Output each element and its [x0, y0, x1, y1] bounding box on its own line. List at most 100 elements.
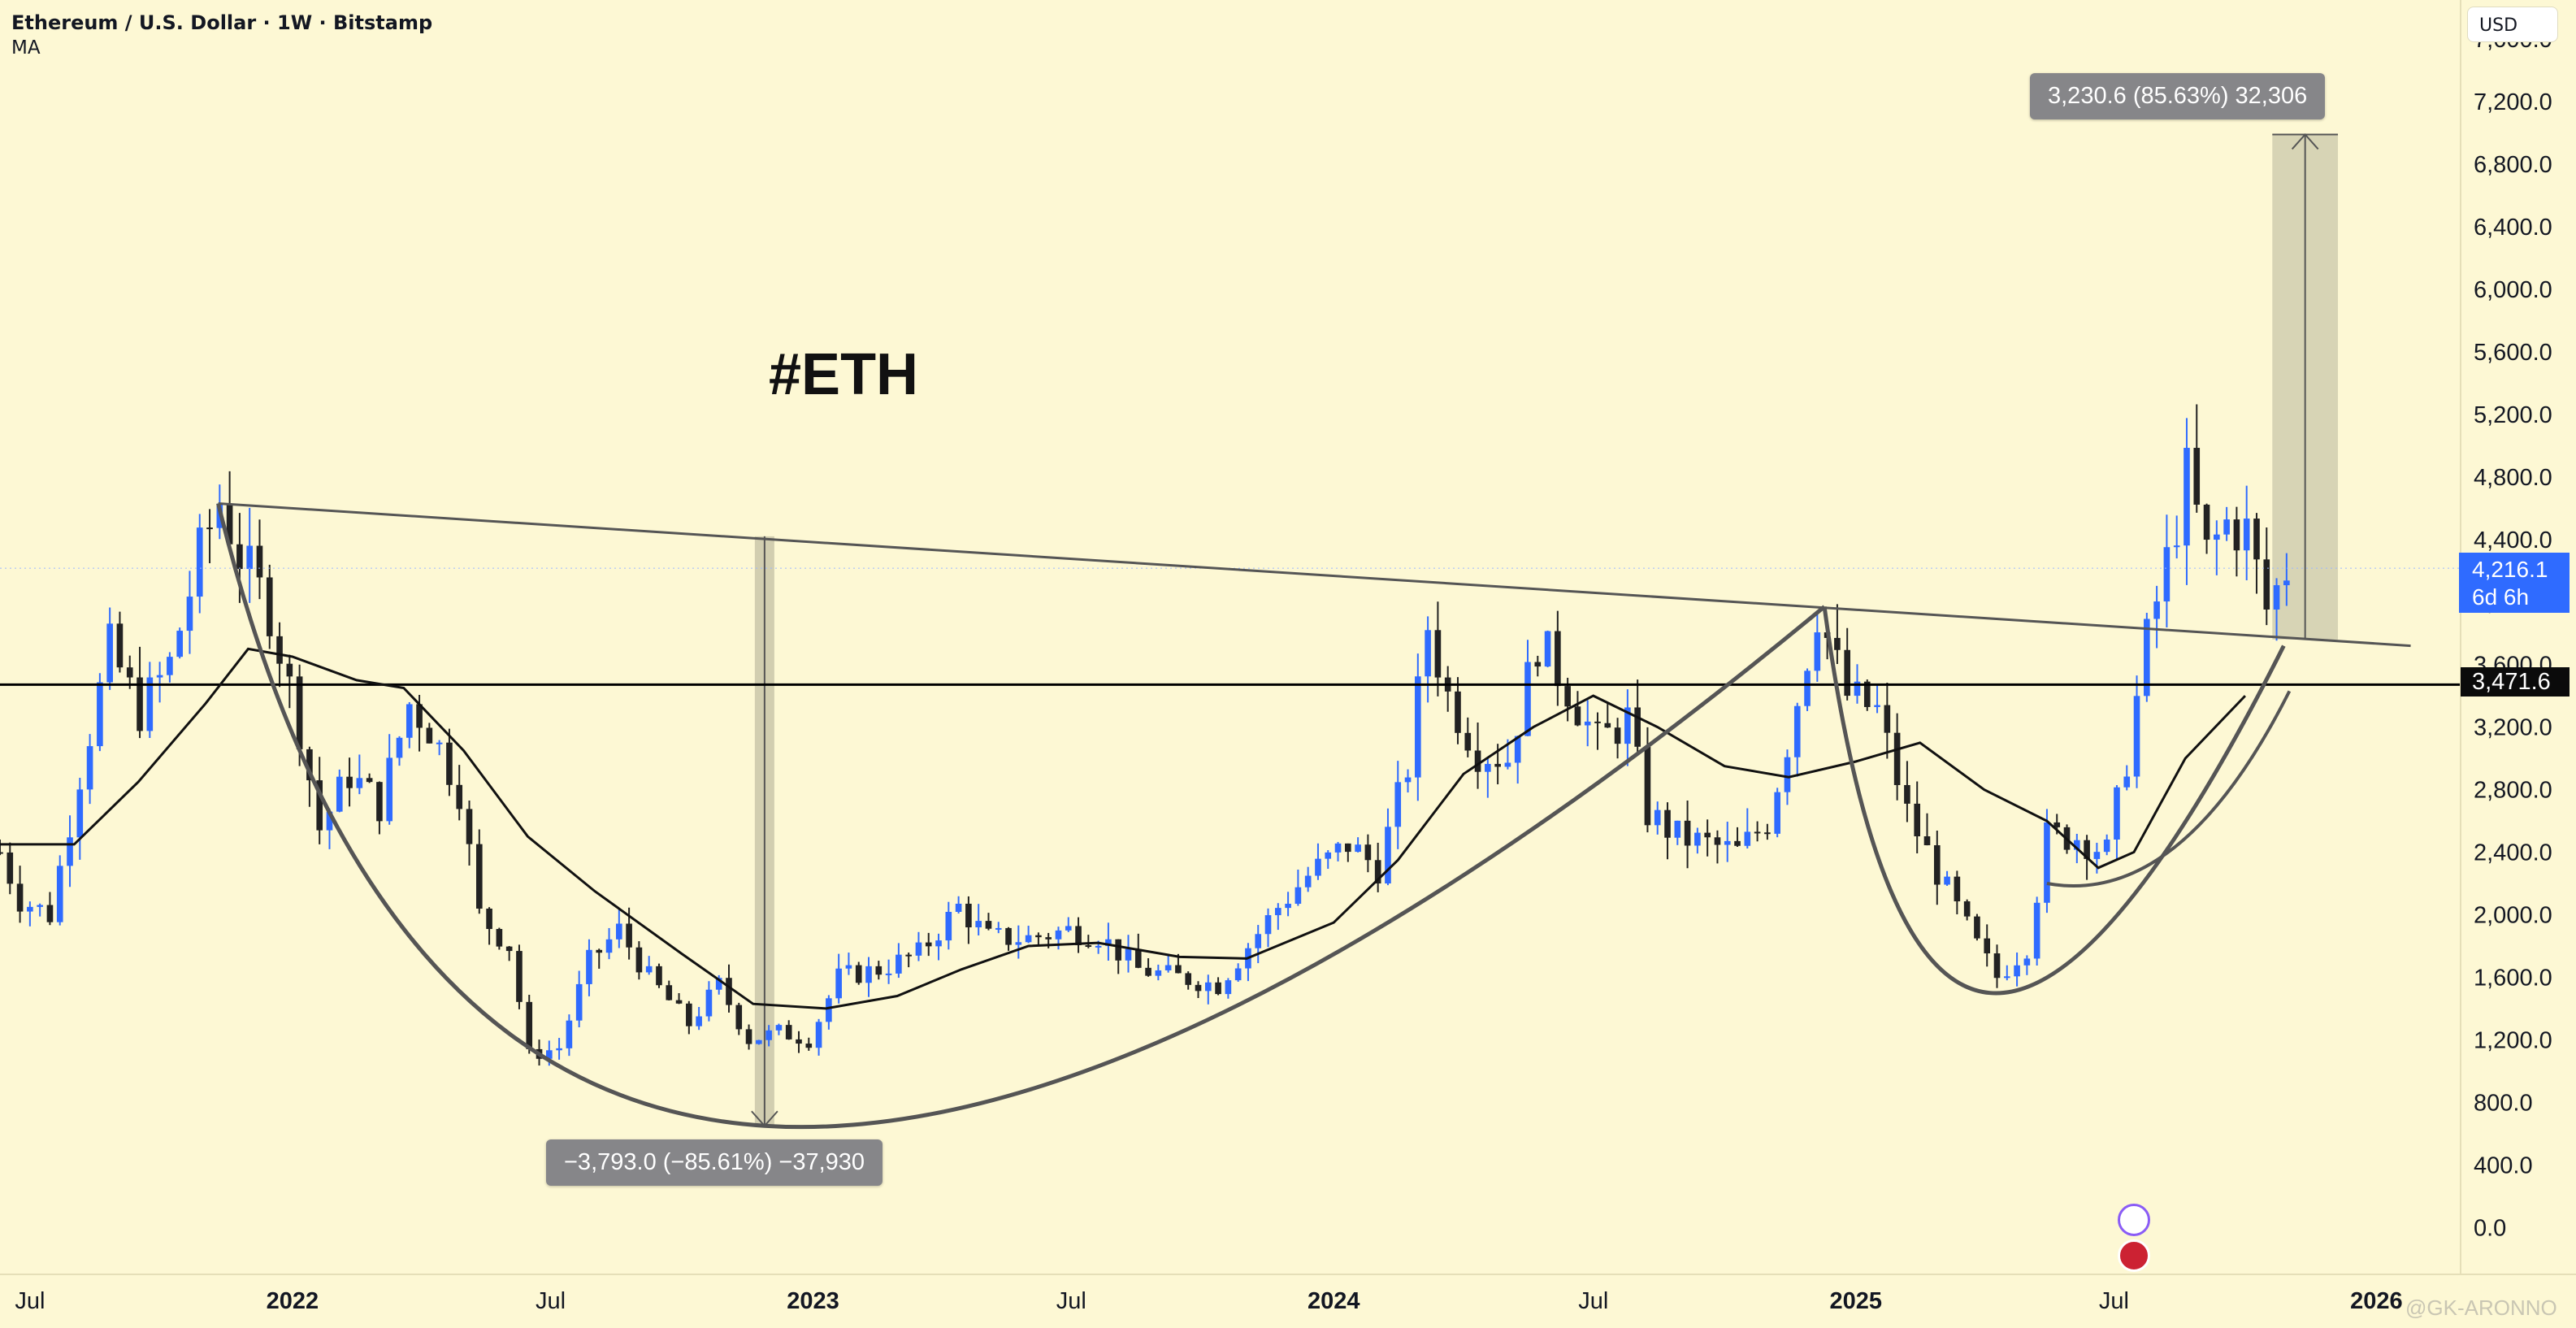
candle: [835, 953, 842, 1004]
candle: [726, 964, 732, 1013]
candle: [436, 740, 443, 756]
y-tick-label: 1,200.0: [2474, 1027, 2552, 1053]
candle-body: [1544, 631, 1551, 667]
candle: [1345, 843, 1351, 862]
candle: [316, 757, 323, 844]
candle-body: [1624, 707, 1631, 744]
candle-body: [1524, 662, 1531, 736]
candle-body: [1195, 984, 1202, 992]
candle-body: [1504, 762, 1511, 767]
candle: [226, 471, 233, 550]
x-tick-label: 2026: [2350, 1288, 2403, 1314]
candle-body: [1464, 732, 1472, 751]
candle-body: [2223, 519, 2230, 535]
candle: [1374, 842, 1381, 892]
candle: [1684, 800, 1691, 869]
candle-body: [815, 1022, 822, 1048]
candle: [1874, 684, 1880, 714]
candle-body: [715, 978, 722, 990]
candle: [376, 781, 383, 835]
candle: [1974, 914, 1980, 941]
candle-body: [1954, 876, 1961, 902]
candle: [1724, 822, 1731, 862]
candle-body: [1724, 840, 1731, 845]
bolt-icon[interactable]: [2118, 1204, 2150, 1236]
watermark: @GK-ARONNO: [2405, 1295, 2557, 1320]
candle-body: [2144, 618, 2150, 697]
candle-body: [2014, 965, 2020, 977]
candle: [167, 652, 173, 683]
x-tick-label: 2024: [1308, 1288, 1360, 1314]
candle: [1514, 736, 1521, 784]
candle-body: [1215, 982, 1221, 995]
candle-body: [1045, 937, 1052, 940]
candle-body: [76, 789, 84, 838]
candle-body: [995, 927, 1002, 930]
candle-body: [286, 663, 293, 677]
y-tick-label: 2,800.0: [2474, 778, 2552, 804]
indicator-label[interactable]: MA: [11, 37, 41, 59]
candle-body: [915, 942, 922, 956]
y-tick-label: 1,600.0: [2474, 965, 2552, 991]
candle: [1914, 781, 1921, 853]
candle-body: [296, 676, 303, 749]
y-tick-label: 6,000.0: [2474, 277, 2552, 303]
candle-body: [1604, 723, 1611, 728]
candle-body: [396, 737, 403, 758]
candle: [1614, 718, 1621, 759]
candle-body: [885, 973, 892, 975]
candle: [16, 866, 24, 923]
candle: [965, 896, 972, 944]
x-tick-label: Jul: [1578, 1288, 1608, 1314]
candle-body: [67, 837, 73, 866]
candle: [46, 892, 54, 926]
candle-body: [1315, 858, 1321, 876]
candle: [616, 909, 622, 948]
candle: [1065, 917, 1072, 932]
candle: [2023, 955, 2031, 975]
candle: [356, 754, 363, 795]
candle-body: [765, 1030, 772, 1040]
candle: [56, 855, 63, 926]
candle: [935, 933, 942, 961]
candle-body: [865, 966, 872, 983]
candle-body: [1304, 875, 1312, 888]
candle: [1415, 653, 1421, 801]
candle: [1204, 974, 1212, 1005]
x-tick-label: Jul: [15, 1288, 45, 1314]
candle: [1164, 955, 1172, 973]
candle: [635, 941, 643, 980]
candle-body: [37, 905, 43, 907]
candle-body: [0, 852, 3, 854]
candle-body: [1654, 809, 1661, 826]
candle: [1654, 801, 1661, 835]
candle-body: [505, 946, 513, 952]
candle-body: [1334, 843, 1342, 853]
candle-body: [1055, 930, 1062, 940]
candle: [2103, 834, 2110, 856]
candle: [1544, 630, 1551, 668]
candle-body: [1814, 632, 1821, 671]
candle: [1334, 841, 1342, 861]
currency-button[interactable]: USD: [2467, 7, 2558, 42]
candle: [1025, 926, 1032, 944]
y-tick-label: 4,800.0: [2474, 465, 2552, 491]
candle-body: [1974, 916, 1980, 939]
candle: [1764, 823, 1771, 840]
candle-body: [745, 1029, 752, 1044]
candle-body: [1594, 721, 1601, 723]
candle: [796, 1031, 802, 1053]
candle: [266, 564, 273, 649]
candle: [1394, 761, 1402, 849]
candle-body: [2173, 545, 2180, 548]
candle-body: [785, 1025, 792, 1039]
candle-body: [2253, 519, 2260, 560]
candle: [86, 734, 93, 805]
candle-body: [855, 965, 862, 983]
candle: [2144, 612, 2150, 702]
cup-arc: [1822, 606, 2286, 996]
candle: [1355, 837, 1361, 853]
us-flag-icon[interactable]: [2118, 1239, 2150, 1272]
